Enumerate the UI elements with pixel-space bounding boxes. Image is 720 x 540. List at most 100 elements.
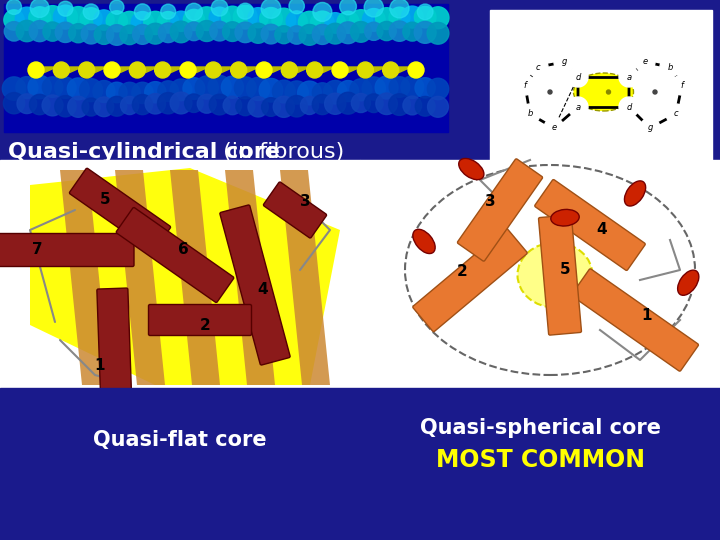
Circle shape: [230, 62, 247, 78]
Text: d: d: [626, 103, 631, 111]
Circle shape: [170, 92, 192, 114]
Polygon shape: [395, 67, 411, 73]
Text: e: e: [552, 124, 557, 132]
Polygon shape: [269, 67, 284, 73]
FancyBboxPatch shape: [0, 233, 134, 267]
Circle shape: [6, 0, 22, 15]
Circle shape: [653, 90, 657, 94]
Ellipse shape: [678, 270, 699, 295]
Circle shape: [286, 96, 307, 117]
Circle shape: [55, 77, 76, 98]
Text: g: g: [562, 57, 567, 66]
Polygon shape: [168, 67, 183, 73]
Circle shape: [158, 81, 179, 102]
Circle shape: [528, 57, 548, 77]
Circle shape: [120, 25, 140, 45]
Circle shape: [4, 22, 24, 41]
Circle shape: [619, 67, 639, 87]
Circle shape: [325, 93, 346, 114]
Circle shape: [666, 104, 686, 124]
Circle shape: [299, 24, 320, 45]
Circle shape: [132, 24, 153, 44]
Circle shape: [132, 82, 153, 104]
Circle shape: [43, 22, 62, 41]
Circle shape: [427, 22, 449, 44]
Circle shape: [222, 6, 243, 28]
Circle shape: [515, 75, 535, 95]
FancyBboxPatch shape: [264, 182, 327, 238]
Circle shape: [428, 96, 449, 117]
Circle shape: [80, 8, 102, 30]
Circle shape: [82, 98, 100, 116]
Circle shape: [672, 75, 692, 95]
Circle shape: [332, 62, 348, 78]
Circle shape: [119, 11, 140, 33]
Circle shape: [145, 93, 166, 114]
Circle shape: [606, 90, 611, 94]
Circle shape: [109, 0, 124, 14]
Circle shape: [246, 77, 270, 100]
Text: Quasi-cylindrical core: Quasi-cylindrical core: [8, 142, 280, 162]
Circle shape: [4, 10, 24, 30]
Circle shape: [145, 23, 166, 44]
Circle shape: [401, 6, 423, 28]
Circle shape: [364, 94, 383, 112]
Text: 2: 2: [199, 318, 210, 333]
Circle shape: [568, 67, 588, 87]
FancyBboxPatch shape: [220, 205, 290, 365]
Circle shape: [312, 83, 333, 103]
Circle shape: [185, 3, 202, 21]
Circle shape: [248, 23, 268, 43]
Circle shape: [313, 3, 332, 22]
Circle shape: [107, 96, 127, 116]
Text: a: a: [626, 72, 631, 82]
Circle shape: [337, 22, 359, 44]
Circle shape: [389, 7, 410, 28]
Circle shape: [155, 62, 171, 78]
Circle shape: [261, 0, 281, 18]
Circle shape: [287, 11, 307, 32]
Circle shape: [261, 98, 280, 116]
Polygon shape: [345, 67, 361, 73]
Circle shape: [415, 97, 435, 116]
Circle shape: [350, 79, 372, 100]
Circle shape: [28, 76, 51, 99]
Circle shape: [131, 11, 154, 35]
Circle shape: [248, 97, 269, 117]
Circle shape: [158, 11, 179, 33]
Circle shape: [275, 26, 293, 44]
Circle shape: [53, 5, 77, 29]
Circle shape: [41, 5, 64, 29]
Circle shape: [312, 24, 333, 44]
Circle shape: [144, 11, 167, 35]
Polygon shape: [41, 67, 57, 73]
FancyBboxPatch shape: [535, 180, 645, 271]
Circle shape: [248, 8, 268, 28]
Circle shape: [94, 10, 114, 30]
Polygon shape: [280, 170, 330, 385]
Circle shape: [408, 62, 424, 78]
Circle shape: [544, 118, 564, 138]
Polygon shape: [170, 170, 220, 385]
Circle shape: [325, 12, 346, 33]
Circle shape: [235, 22, 256, 43]
Text: b: b: [527, 110, 533, 118]
Circle shape: [236, 97, 255, 116]
Text: Quasi-flat core: Quasi-flat core: [93, 430, 267, 450]
Circle shape: [349, 10, 372, 33]
Circle shape: [107, 11, 127, 32]
Circle shape: [635, 52, 655, 72]
Circle shape: [29, 7, 50, 29]
Circle shape: [300, 96, 318, 114]
Text: e: e: [642, 57, 647, 66]
Polygon shape: [193, 67, 209, 73]
Circle shape: [81, 24, 101, 44]
Circle shape: [184, 22, 203, 40]
Circle shape: [84, 4, 99, 19]
Circle shape: [107, 82, 127, 103]
Text: 2: 2: [456, 265, 467, 280]
FancyBboxPatch shape: [539, 215, 582, 335]
Circle shape: [282, 62, 297, 78]
Circle shape: [340, 0, 356, 15]
Circle shape: [256, 62, 272, 78]
